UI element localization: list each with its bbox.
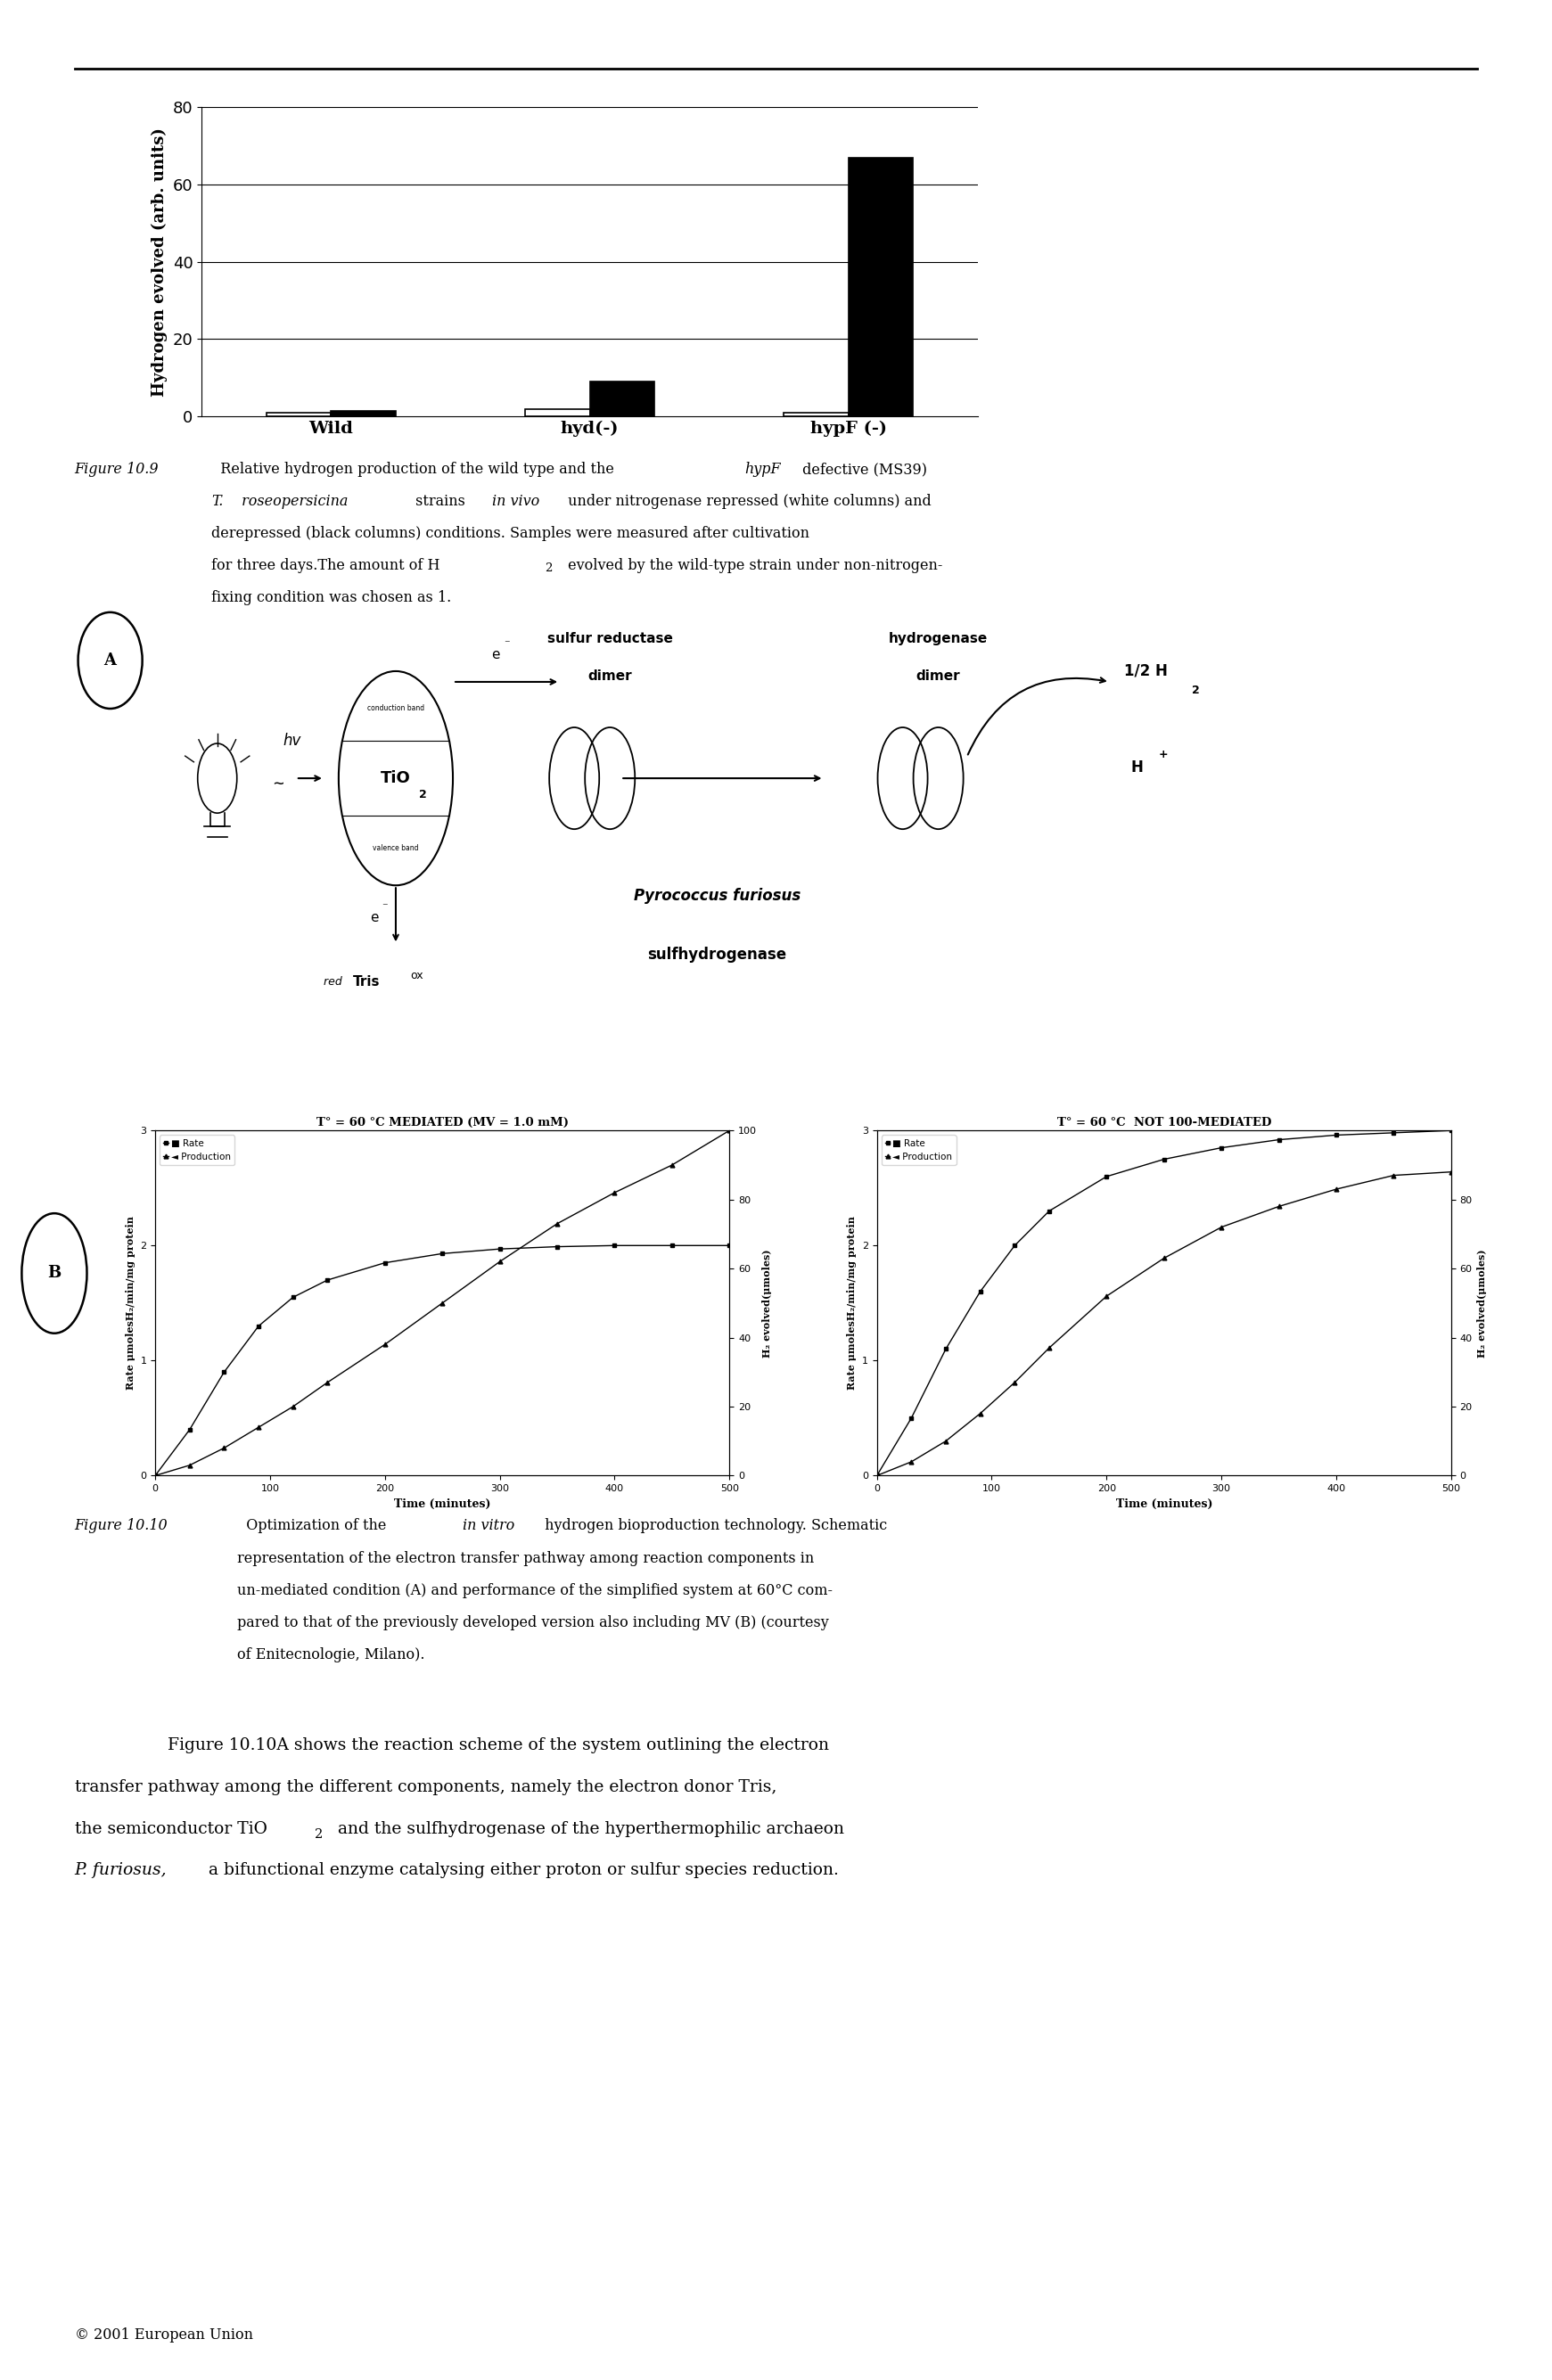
Text: © 2001 European Union: © 2001 European Union [74, 2328, 253, 2342]
Bar [267, 412, 331, 416]
Text: strains: strains [411, 493, 470, 509]
Text: B: B [48, 1266, 61, 1280]
Text: valence band: valence band [372, 845, 419, 852]
Text: sulfur reductase: sulfur reductase [548, 633, 672, 645]
Text: e: e [492, 647, 500, 662]
Text: under nitrogenase repressed (white columns) and: under nitrogenase repressed (white colum… [563, 493, 931, 509]
Y-axis label: H₂ evolved(μmoles): H₂ evolved(μmoles) [1478, 1250, 1487, 1357]
Text: in vitro: in vitro [462, 1518, 514, 1533]
Text: transfer pathway among the different components, namely the electron donor Tris,: transfer pathway among the different com… [74, 1780, 776, 1795]
Text: hypF: hypF [745, 462, 781, 476]
Text: Pyrococcus furiosus: Pyrococcus furiosus [633, 888, 801, 904]
Text: ⁻: ⁻ [503, 638, 509, 650]
Text: Tris: Tris [352, 976, 380, 988]
Text: conduction band: conduction band [368, 704, 424, 712]
Text: evolved by the wild-type strain under non-nitrogen-: evolved by the wild-type strain under no… [563, 557, 942, 574]
Text: of Enitecnologie, Milano).: of Enitecnologie, Milano). [237, 1647, 425, 1661]
Text: 2: 2 [419, 788, 427, 800]
Text: un-mediated condition (A) and performance of the simplified system at 60°C com-: un-mediated condition (A) and performanc… [237, 1583, 833, 1597]
Text: hv: hv [282, 733, 301, 750]
Legend: ■ Rate, ◄ Production: ■ Rate, ◄ Production [882, 1135, 956, 1166]
Text: and the sulfhydrogenase of the hyperthermophilic archaeon: and the sulfhydrogenase of the hyperther… [332, 1821, 844, 1837]
Bar [590, 381, 655, 416]
Y-axis label: Rate μmolesH₂/min/mg protein: Rate μmolesH₂/min/mg protein [847, 1216, 857, 1390]
Text: red: red [324, 976, 346, 988]
Bar [784, 412, 849, 416]
Text: 1/2 H: 1/2 H [1124, 664, 1167, 678]
Y-axis label: Hydrogen evolved (arb. units): Hydrogen evolved (arb. units) [152, 126, 168, 397]
Text: ⁻: ⁻ [382, 902, 388, 912]
Text: Optimization of the: Optimization of the [237, 1518, 391, 1533]
Text: ~: ~ [273, 776, 282, 793]
Text: 2: 2 [315, 1828, 323, 1840]
Text: the semiconductor TiO: the semiconductor TiO [74, 1821, 267, 1837]
X-axis label: Time (minutes): Time (minutes) [394, 1497, 490, 1509]
Text: dimer: dimer [588, 669, 632, 683]
Text: pared to that of the previously developed version also including MV (B) (courtes: pared to that of the previously develope… [237, 1614, 829, 1630]
Text: P. furiosus,: P. furiosus, [74, 1861, 168, 1878]
Text: defective (MS39): defective (MS39) [798, 462, 927, 476]
Text: H: H [1131, 759, 1144, 776]
Text: TiO: TiO [380, 771, 411, 785]
Text: A: A [104, 652, 116, 669]
Text: in vivo: in vivo [492, 493, 540, 509]
Y-axis label: Rate μmolesH₂/min/mg protein: Rate μmolesH₂/min/mg protein [126, 1216, 135, 1390]
Text: Figure 10.9: Figure 10.9 [74, 462, 158, 476]
Text: Relative hydrogen production of the wild type and the: Relative hydrogen production of the wild… [211, 462, 618, 476]
Bar [331, 412, 396, 416]
Text: Figure 10.10: Figure 10.10 [74, 1518, 168, 1533]
Text: Figure 10.10A shows the reaction scheme of the system outlining the electron: Figure 10.10A shows the reaction scheme … [168, 1737, 829, 1754]
Text: 2: 2 [545, 562, 553, 574]
Legend: ■ Rate, ◄ Production: ■ Rate, ◄ Production [160, 1135, 234, 1166]
Text: dimer: dimer [916, 669, 961, 683]
Text: e: e [369, 912, 379, 923]
X-axis label: Time (minutes): Time (minutes) [1116, 1497, 1212, 1509]
Text: hydrogenase: hydrogenase [889, 633, 989, 645]
Bar [525, 409, 590, 416]
Text: 2: 2 [1192, 685, 1200, 697]
Text: representation of the electron transfer pathway among reaction components in: representation of the electron transfer … [237, 1552, 815, 1566]
Title: T° = 60 °C MEDIATED (MV = 1.0 mM): T° = 60 °C MEDIATED (MV = 1.0 mM) [317, 1116, 568, 1128]
Text: +: + [1158, 750, 1167, 762]
Title: T° = 60 °C  NOT 100-MEDIATED: T° = 60 °C NOT 100-MEDIATED [1057, 1116, 1271, 1128]
Y-axis label: H₂ evolved(μmoles): H₂ evolved(μmoles) [762, 1250, 771, 1357]
Text: fixing condition was chosen as 1.: fixing condition was chosen as 1. [211, 590, 452, 605]
Text: ox: ox [410, 971, 424, 981]
Text: a bifunctional enzyme catalysing either proton or sulfur species reduction.: a bifunctional enzyme catalysing either … [203, 1861, 838, 1878]
Text: sulfhydrogenase: sulfhydrogenase [647, 947, 787, 964]
Bar [849, 157, 913, 416]
Text: roseopersicina: roseopersicina [237, 493, 348, 509]
Text: for three days.The amount of H: for three days.The amount of H [211, 557, 439, 574]
Text: derepressed (black columns) conditions. Samples were measured after cultivation: derepressed (black columns) conditions. … [211, 526, 809, 540]
Text: hydrogen bioproduction technology. Schematic: hydrogen bioproduction technology. Schem… [540, 1518, 888, 1533]
Text: T.: T. [211, 493, 223, 509]
